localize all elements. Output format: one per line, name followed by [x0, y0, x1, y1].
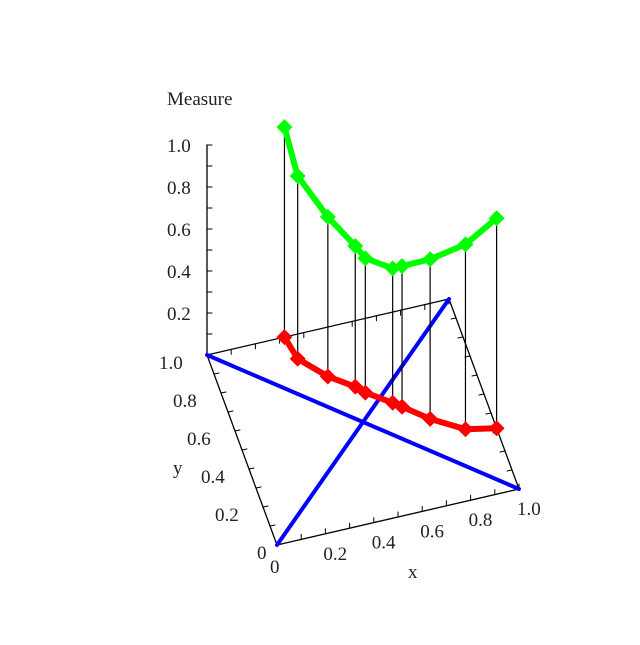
x-tick-label: 0.4 — [372, 533, 396, 554]
projection-point — [488, 420, 505, 437]
y-tick — [227, 410, 234, 413]
right-tick — [485, 412, 492, 415]
y-tick — [269, 524, 276, 527]
projection-point — [357, 384, 374, 401]
measure-line — [281, 126, 499, 272]
z-tick-label: 1.0 — [167, 136, 191, 157]
right-tick — [478, 393, 485, 396]
projection-point — [289, 350, 306, 367]
projection-point — [319, 368, 336, 385]
right-tick — [450, 317, 457, 320]
projection-point — [394, 398, 411, 415]
measure-point — [347, 237, 364, 254]
right-tick — [506, 469, 513, 472]
y-tick — [220, 391, 227, 394]
y-tick — [248, 467, 255, 470]
y-tick-label: 0.4 — [201, 467, 225, 488]
measure-point — [422, 251, 439, 268]
x-tick-label: 0.6 — [420, 521, 444, 542]
y-tick-label: 0.6 — [187, 429, 211, 450]
measure-point — [394, 258, 411, 275]
x-axis-label: x — [408, 562, 418, 583]
right-tick — [471, 374, 478, 377]
x-tick-label: 0.2 — [323, 544, 347, 565]
z-tick-label: 0.8 — [167, 178, 191, 199]
measure-point — [319, 208, 336, 225]
z-tick-label: 0.6 — [167, 220, 191, 241]
diagonal-line — [205, 353, 521, 491]
projection-point — [457, 421, 474, 438]
measure-point — [276, 119, 293, 136]
right-tick — [499, 450, 506, 453]
y-tick-label: 1.0 — [159, 353, 183, 374]
x-tick-label: 0 — [270, 557, 280, 578]
right-tick — [457, 336, 464, 339]
y-tick — [234, 429, 241, 432]
projection-line — [281, 335, 497, 433]
y-tick — [262, 505, 269, 508]
y-tick-label: 0.8 — [173, 391, 197, 412]
y-tick-label: 0.2 — [215, 505, 239, 526]
y-axis-label: y — [173, 458, 183, 479]
projection-point — [276, 329, 293, 346]
y-tick — [241, 448, 248, 451]
measure-point — [289, 168, 306, 185]
y-tick — [255, 486, 262, 489]
projection-point — [422, 410, 439, 427]
y-tick-label: 0 — [257, 543, 267, 564]
z-tick-label: 0.2 — [167, 304, 191, 325]
measure-point — [488, 210, 505, 227]
z-axis-label: Measure — [167, 89, 232, 110]
x-tick-label: 1.0 — [517, 499, 541, 520]
z-tick-label: 0.4 — [167, 262, 191, 283]
measure-point — [357, 250, 374, 267]
x-tick-label: 0.8 — [469, 510, 493, 531]
measure-point — [457, 236, 474, 253]
y-tick — [213, 372, 220, 375]
